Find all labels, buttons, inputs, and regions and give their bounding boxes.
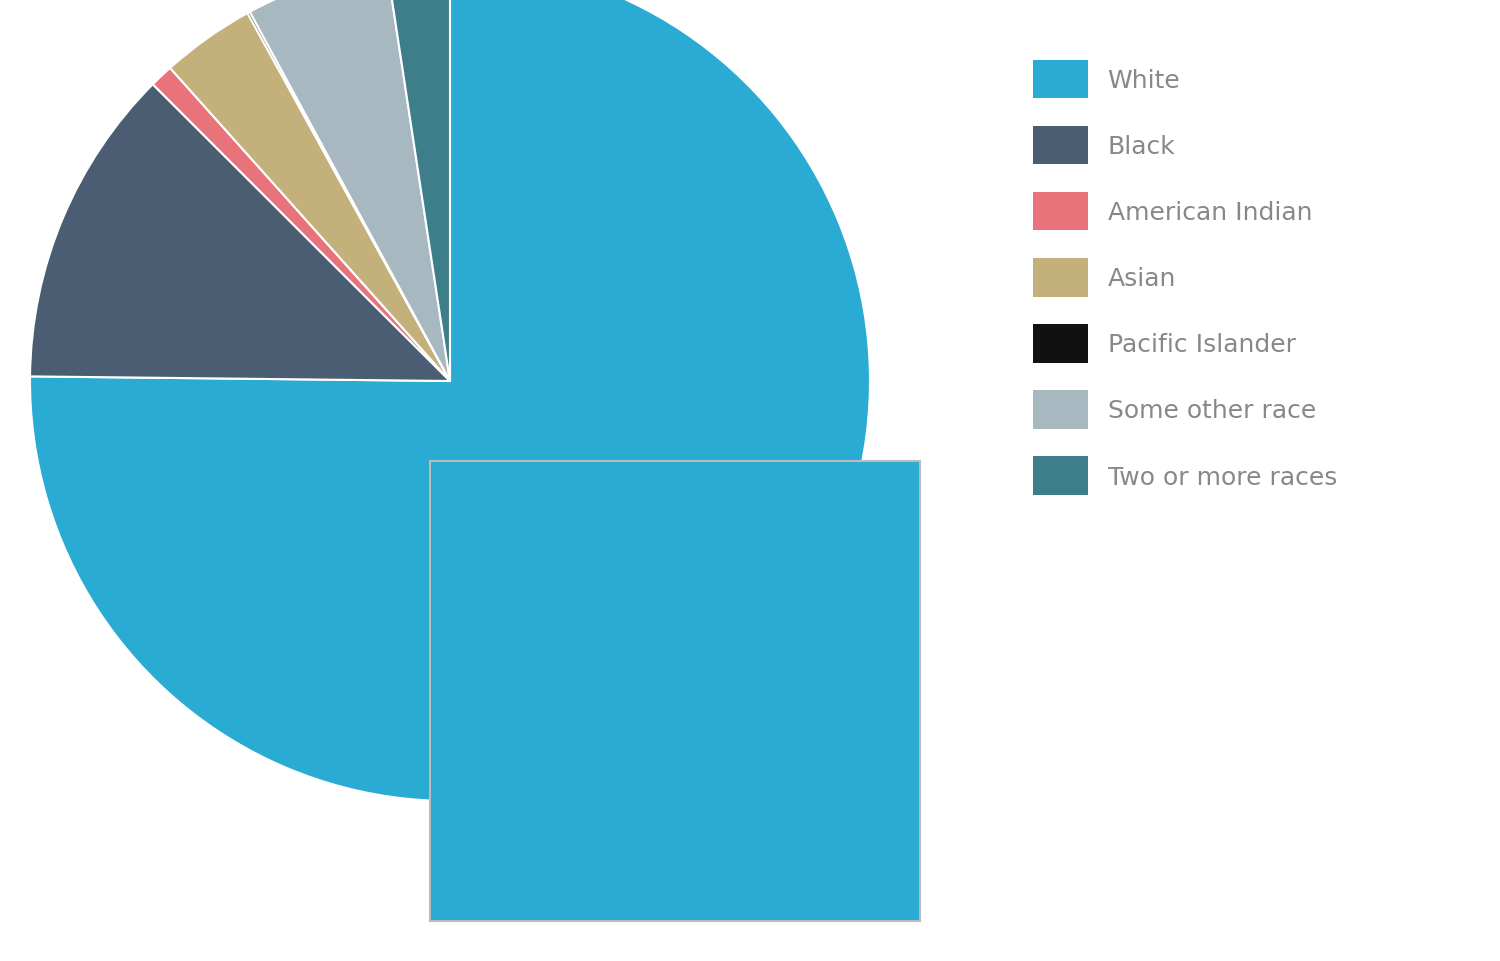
Wedge shape (170, 14, 450, 382)
Wedge shape (0, 0, 430, 461)
Bar (430, 461, 920, 921)
Wedge shape (387, 0, 450, 382)
Wedge shape (0, 0, 1180, 961)
Wedge shape (248, 12, 450, 382)
Wedge shape (153, 69, 450, 382)
Bar (430, 461, 920, 921)
Text: 75.1: 75.1 (540, 497, 627, 535)
Wedge shape (251, 0, 450, 382)
Wedge shape (0, 0, 430, 461)
Wedge shape (0, 0, 430, 461)
Wedge shape (72, 0, 430, 461)
Wedge shape (30, 0, 870, 801)
Wedge shape (69, 0, 430, 461)
Wedge shape (316, 0, 430, 461)
Legend: White, Black, American Indian, Asian, Pacific Islander, Some other race, Two or : White, Black, American Indian, Asian, Pa… (1032, 61, 1336, 496)
Wedge shape (30, 86, 450, 382)
